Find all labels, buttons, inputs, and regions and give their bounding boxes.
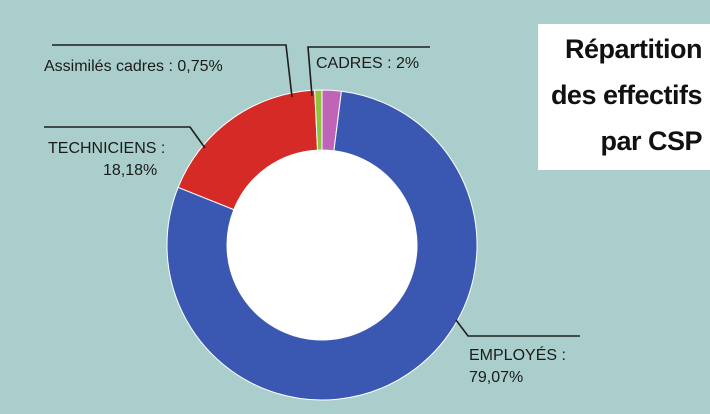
leader-cadres [307, 46, 430, 97]
leader-employes [455, 319, 580, 337]
donut-hole [227, 150, 417, 340]
label-employes-value: 79,07% [469, 369, 524, 386]
label-cadres: CADRES : 2% [316, 55, 420, 72]
label-assimiles-cadres: Assimilés cadres : 0,75% [44, 58, 223, 75]
leader-assimiles-cadres [52, 44, 293, 98]
label-employes-name: EMPLOYÉS : [469, 347, 566, 364]
chart-title-box: Répartition des effectifs par CSP [538, 24, 710, 170]
chart-title-line-3: par CSP [600, 126, 702, 156]
chart-title-line-2: des effectifs [550, 80, 703, 110]
chart-title-line-1: Répartition [564, 34, 703, 64]
label-techniciens-name: TECHNICIENS : [48, 140, 166, 157]
label-techniciens-value: 18,18% [103, 162, 158, 179]
leader-techniciens [44, 126, 206, 149]
